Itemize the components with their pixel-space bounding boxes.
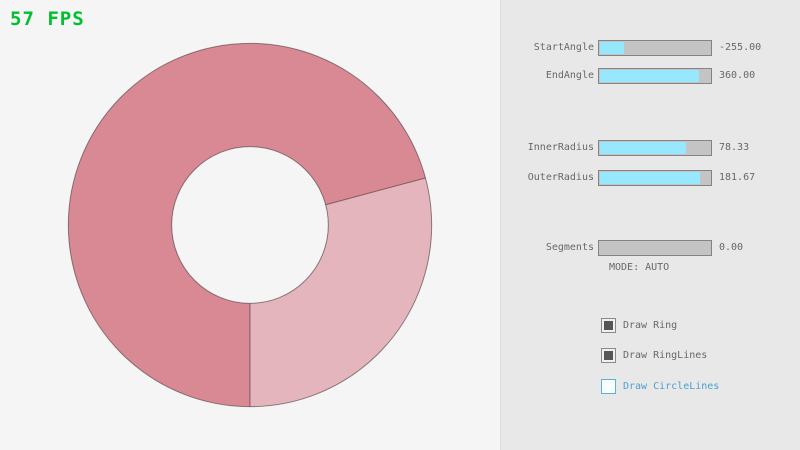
ring-chart [67, 42, 433, 408]
inner-radius-slider[interactable] [598, 140, 712, 156]
draw-ringlines-label: Draw RingLines [623, 350, 708, 361]
segments-mode-text: MODE: AUTO [609, 262, 670, 273]
controls-panel: StartAngle -255.00 EndAngle 360.00 Inner… [500, 0, 800, 450]
outer-radius-row: OuterRadius 181.67 [501, 170, 800, 186]
draw-ring-checkbox[interactable] [601, 318, 616, 333]
start-angle-row: StartAngle -255.00 [501, 40, 800, 56]
end-angle-value: 360.00 [719, 70, 756, 81]
slider-fill [600, 70, 699, 82]
fps-counter: 57 FPS [10, 8, 85, 30]
draw-circlelines-label: Draw CircleLines [623, 381, 720, 392]
start-angle-value: -255.00 [719, 42, 762, 53]
outer-radius-slider[interactable] [598, 170, 712, 186]
end-angle-slider[interactable] [598, 68, 712, 84]
draw-ringlines-checkbox[interactable] [601, 348, 616, 363]
end-angle-row: EndAngle 360.00 [501, 68, 800, 84]
slider-fill [600, 172, 700, 184]
segments-slider[interactable] [598, 240, 712, 256]
outer-radius-label: OuterRadius [527, 172, 594, 183]
segments-label: Segments [545, 242, 594, 253]
slider-fill [600, 142, 687, 154]
slider-fill [600, 42, 624, 54]
start-angle-label: StartAngle [533, 42, 594, 53]
inner-radius-value: 78.33 [719, 142, 750, 153]
segments-value: 0.00 [719, 242, 744, 253]
outer-radius-value: 181.67 [719, 172, 756, 183]
draw-circlelines-checkbox[interactable] [601, 379, 616, 394]
inner-radius-row: InnerRadius 78.33 [501, 140, 800, 156]
inner-radius-label: InnerRadius [527, 142, 594, 153]
end-angle-label: EndAngle [545, 70, 594, 81]
segments-row: Segments 0.00 [501, 240, 800, 256]
start-angle-slider[interactable] [598, 40, 712, 56]
draw-ring-label: Draw Ring [623, 320, 678, 331]
ring-canvas: 57 FPS [10, 8, 433, 408]
